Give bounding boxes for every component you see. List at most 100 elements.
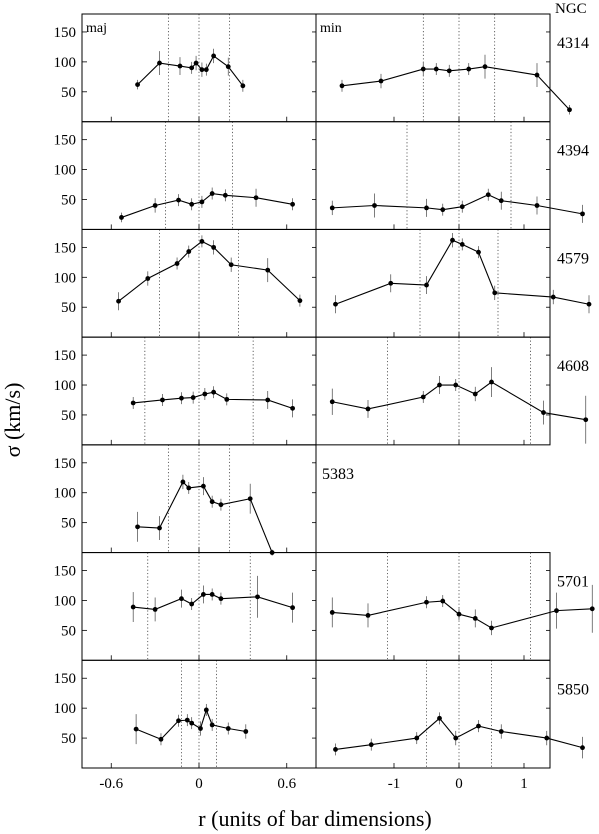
y-tick-label: 150: [54, 25, 77, 41]
data-point: [240, 83, 246, 89]
x-tick-label: 0: [195, 776, 203, 792]
panel-5701-min: [315, 552, 595, 661]
data-point: [189, 65, 195, 71]
data-point: [498, 729, 504, 734]
sigma-profile-line: [137, 55, 244, 87]
data-point: [222, 192, 228, 198]
data-point: [433, 66, 439, 72]
data-point: [224, 396, 230, 402]
panel-5850-min: [315, 659, 585, 769]
data-point: [176, 718, 181, 724]
data-point: [135, 524, 140, 530]
galaxy-label: 4314: [557, 35, 589, 52]
data-point: [193, 60, 199, 66]
data-point: [580, 745, 585, 751]
data-point: [378, 78, 384, 84]
data-point: [186, 249, 192, 254]
data-point: [198, 726, 203, 731]
y-tick-label: 100: [54, 55, 77, 71]
data-point: [218, 596, 224, 602]
data-point: [329, 205, 335, 211]
data-point: [586, 301, 592, 307]
y-tick-label: 150: [54, 133, 77, 149]
data-point: [424, 599, 429, 605]
data-point: [290, 605, 295, 611]
data-point: [544, 735, 550, 741]
x-tick-label: 1: [520, 776, 528, 792]
x-tick-label: -1: [388, 776, 401, 792]
data-point: [567, 107, 572, 113]
x-tick-label: 0.6: [277, 776, 296, 792]
data-point: [534, 203, 540, 208]
data-point: [199, 67, 205, 73]
galaxy-row-4394: 150 100 50 4394: [54, 121, 589, 230]
panel-frame: [315, 121, 551, 230]
panel-frame: [315, 13, 551, 123]
data-point: [243, 729, 249, 734]
sigma-profile-line: [332, 381, 586, 421]
data-point: [265, 267, 271, 273]
galaxy-row-4579: 150 100 50 4579: [54, 228, 592, 338]
data-point: [554, 608, 559, 614]
data-point: [265, 397, 271, 403]
data-point: [440, 207, 446, 213]
sigma-profile-line: [135, 708, 246, 740]
data-point: [290, 405, 295, 411]
data-point: [209, 592, 215, 597]
sigma-profile-line: [118, 240, 301, 302]
data-point: [211, 244, 217, 250]
data-point: [184, 717, 190, 723]
data-point: [550, 294, 556, 300]
data-point: [456, 611, 462, 617]
data-point: [472, 391, 478, 397]
y-tick-label: 150: [54, 671, 77, 687]
galaxy-label: 5850: [557, 681, 589, 698]
data-point: [158, 736, 164, 742]
y-tick-label: 50: [61, 193, 76, 209]
data-point: [130, 400, 136, 406]
data-point: [372, 203, 377, 208]
ngc-column-header: NGC: [555, 1, 587, 17]
panel-frame: [81, 659, 317, 769]
galaxy-label: 4394: [557, 143, 589, 160]
data-point: [176, 197, 181, 203]
data-point: [329, 399, 335, 405]
data-point: [211, 389, 217, 395]
data-point: [209, 722, 215, 728]
panel-4394-maj: 150 100 50: [54, 121, 317, 230]
data-point: [459, 204, 465, 210]
data-point: [133, 726, 139, 732]
panel-5701-maj: 150 100 50: [54, 552, 317, 661]
data-point: [203, 67, 209, 73]
panel-4608-maj: 150 100 50: [54, 336, 317, 446]
data-point: [437, 382, 442, 388]
panel-4394-min: [315, 121, 585, 230]
panel-4314-min: [315, 13, 572, 123]
data-point: [135, 82, 140, 88]
data-point: [453, 735, 459, 741]
data-point: [157, 525, 162, 531]
data-point: [209, 499, 215, 505]
galaxy-row-4314: 150 100 50 4314 maj min: [54, 13, 589, 123]
data-point: [388, 280, 394, 286]
data-point: [203, 707, 209, 713]
y-tick-label: 100: [54, 486, 77, 502]
data-point: [202, 391, 208, 397]
data-point: [492, 290, 498, 296]
data-point: [179, 596, 184, 602]
panel-5850-maj: 150 100 50: [54, 659, 317, 769]
y-tick-label: 100: [54, 593, 77, 609]
data-point: [297, 298, 303, 304]
data-point: [333, 747, 338, 752]
panel-frame: [315, 336, 551, 446]
data-point: [228, 262, 234, 268]
panel-frame: [315, 552, 551, 661]
data-point: [119, 215, 124, 220]
data-point: [489, 379, 494, 385]
major-axis-label: maj: [86, 21, 107, 36]
data-point: [179, 395, 184, 401]
data-point: [186, 485, 192, 491]
data-point: [253, 195, 259, 201]
data-point: [424, 205, 429, 211]
minor-axis-label: min: [320, 21, 342, 36]
